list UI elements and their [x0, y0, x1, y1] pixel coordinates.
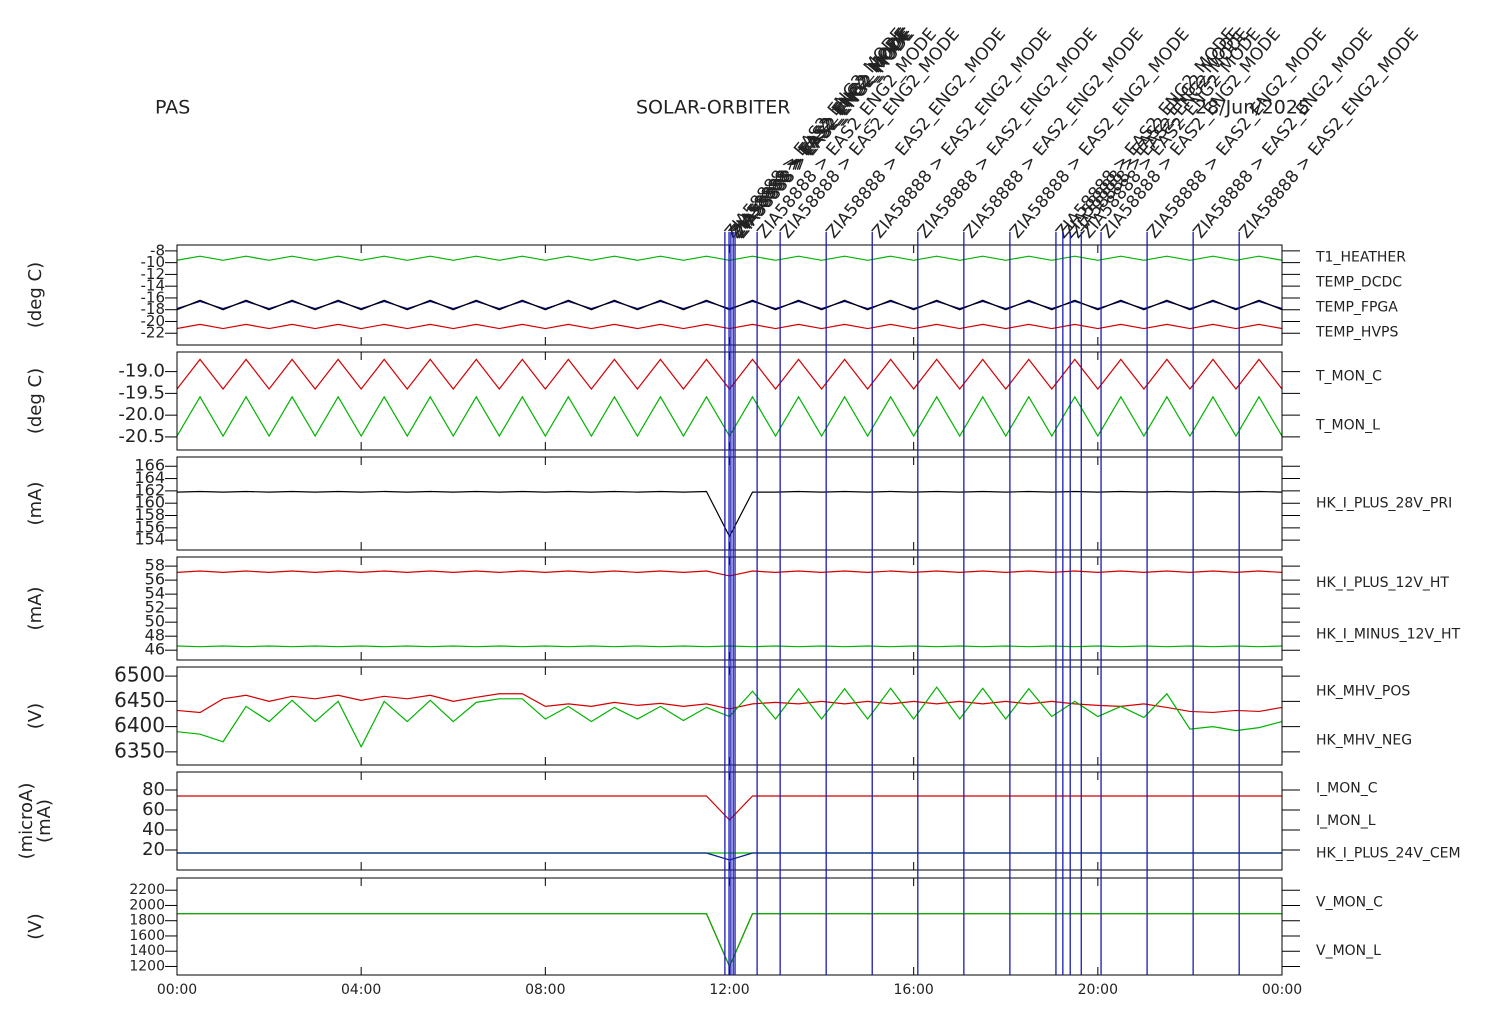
legend-label: HK_MHV_NEG: [1316, 733, 1412, 749]
y-tick-label: 2200: [129, 882, 165, 898]
y-tick-label: 2000: [129, 897, 165, 913]
y-tick-label: 56: [145, 570, 165, 589]
y-tick-label: 154: [134, 530, 165, 549]
x-tick-label: 04:00: [341, 982, 381, 998]
y-tick-label: 58: [145, 556, 165, 575]
y-axis-label: (deg C): [25, 368, 46, 434]
y-tick-label: -19.0: [118, 361, 165, 382]
y-axis-label: (microA): [16, 783, 37, 860]
instrument: PAS: [155, 97, 190, 119]
y-tick-label: 20: [142, 839, 165, 860]
y-tick-label: 6450: [114, 688, 165, 712]
y-tick-label: -20.0: [118, 404, 165, 425]
y-tick-label: 6500: [114, 663, 165, 687]
y-tick-label: 1400: [129, 943, 165, 959]
y-tick-label: 6350: [114, 738, 165, 762]
legend-label: TEMP_DCDC: [1315, 275, 1402, 291]
x-tick-label: 16:00: [893, 982, 933, 998]
y-tick-label: 48: [145, 626, 165, 645]
y-tick-label: -14: [141, 277, 166, 295]
y-tick-label: 166: [134, 456, 165, 475]
legend-label: HK_I_MINUS_12V_HT: [1316, 626, 1461, 642]
x-tick-label: 00:00: [1262, 982, 1302, 998]
y-tick-label: 46: [145, 640, 165, 659]
y-tick-label: -22: [141, 324, 166, 342]
legend-label: TEMP_HVPS: [1315, 325, 1398, 341]
y-tick-label: 50: [145, 612, 165, 631]
y-tick-label: -8: [150, 241, 165, 259]
legend-label: TEMP_FPGA: [1315, 300, 1398, 316]
y-tick-label: -20.5: [118, 426, 165, 447]
y-tick-label: -12: [141, 265, 166, 283]
y-tick-label: 160: [134, 493, 165, 512]
x-tick-label: 00:00: [157, 982, 197, 998]
y-tick-label: 156: [134, 517, 165, 536]
legend-label: V_MON_L: [1316, 943, 1381, 959]
y-tick-label: 80: [142, 779, 165, 800]
y-tick-label: 52: [145, 598, 165, 617]
y-tick-label: -18: [141, 300, 166, 318]
legend-label: HK_I_PLUS_12V_HT: [1316, 575, 1449, 591]
x-tick-label: 12:00: [709, 982, 749, 998]
y-tick-label: -16: [141, 288, 166, 306]
y-axis-label: (mA): [25, 587, 46, 631]
mission: SOLAR-ORBITER: [636, 97, 790, 119]
y-tick-label: 1800: [129, 913, 165, 929]
y-tick-label: 1600: [129, 928, 165, 944]
y-tick-label: 60: [142, 799, 165, 820]
y-axis-label: (mA): [34, 799, 55, 843]
date: 28/Jun/2025: [1195, 97, 1310, 119]
legend-label: HK_I_PLUS_28V_PRI: [1316, 496, 1452, 512]
y-tick-label: 164: [134, 468, 165, 487]
y-tick-label: 1200: [129, 958, 165, 974]
y-tick-label: -19.5: [118, 382, 165, 403]
y-tick-label: -10: [141, 253, 166, 271]
y-tick-label: 54: [145, 584, 165, 603]
x-tick-label: 08:00: [525, 982, 565, 998]
y-tick-label: -20: [141, 312, 166, 330]
legend-label: T_MON_L: [1315, 418, 1380, 434]
y-axis-label: (V): [25, 913, 46, 939]
legend-label: HK_I_PLUS_24V_CEM: [1316, 846, 1461, 862]
y-tick-label: 6400: [114, 713, 165, 737]
y-axis-label: (deg C): [25, 262, 46, 328]
y-tick-label: 40: [142, 819, 165, 840]
legend-label: I_MON_C: [1316, 780, 1378, 796]
y-axis-label: (mA): [25, 482, 46, 526]
y-axis-label: (V): [25, 703, 46, 729]
legend-label: V_MON_C: [1316, 894, 1383, 910]
y-tick-label: 162: [134, 480, 165, 499]
legend-label: T1_HEATHER: [1315, 250, 1406, 266]
legend-label: I_MON_L: [1316, 813, 1376, 829]
y-tick-label: 158: [134, 505, 165, 524]
legend-label: T_MON_C: [1315, 369, 1382, 385]
legend-label: HK_MHV_POS: [1316, 684, 1410, 700]
x-tick-label: 20:00: [1078, 982, 1118, 998]
